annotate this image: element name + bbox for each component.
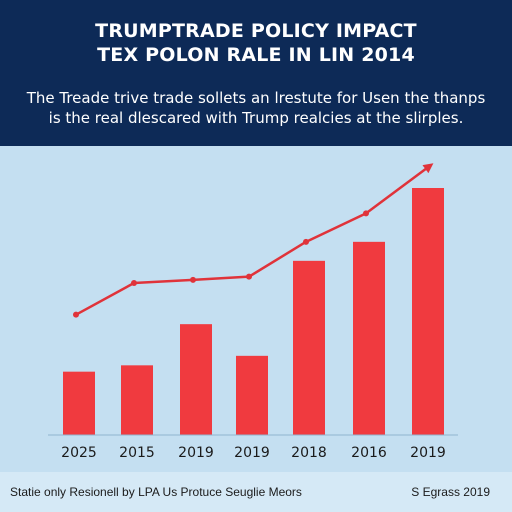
x-tick-label-2: 2015: [119, 445, 155, 461]
x-tick-label-5: 2018: [291, 445, 327, 461]
trend-point-2: [131, 280, 137, 286]
bar-1: [63, 371, 95, 435]
subtitle-line-1: The Treade trive trade sollets an lrestu…: [26, 89, 486, 107]
bar-5: [293, 260, 325, 435]
source-note: Statie only Resionell by LPA Us Protuce …: [10, 485, 302, 499]
trend-point-4: [246, 273, 252, 280]
footer-bar: [0, 472, 512, 512]
chart-subtitle: The Treade trive trade sollets an lrestu…: [0, 88, 512, 128]
bar-4: [236, 355, 268, 435]
chart-header: TRUMPTRADE POLICY IMPACT TEX POLON RALE …: [0, 0, 512, 146]
chart-title-line-1: TRUMPTRADE POLICY IMPACT: [95, 20, 417, 42]
date-note: S Egrass 2019: [411, 485, 490, 499]
bar-7: [412, 188, 444, 435]
bar-6: [353, 241, 385, 435]
trend-point-5: [303, 238, 309, 245]
trend-line-layer: [73, 163, 434, 318]
bar-2: [121, 365, 153, 435]
subtitle-line-2: is the real dlescared with Trump realcie…: [48, 109, 464, 127]
bars-layer: [63, 188, 444, 435]
chart-title-line-2: TEX POLON RALE IN LIN 2014: [97, 44, 415, 66]
x-tick-label-4: 2019: [234, 445, 270, 461]
x-tick-label-1: 2025: [61, 445, 97, 461]
x-tick-label-7: 2019: [410, 445, 446, 461]
bar-3: [180, 324, 212, 435]
x-tick-labels: 2025 2015 2019 2019 2018 2016 2019: [61, 445, 446, 461]
trend-point-3: [190, 276, 196, 283]
x-tick-label-3: 2019: [178, 445, 214, 461]
x-tick-label-6: 2016: [351, 445, 387, 461]
trend-point-6: [363, 210, 369, 217]
trend-point-1: [73, 311, 79, 318]
